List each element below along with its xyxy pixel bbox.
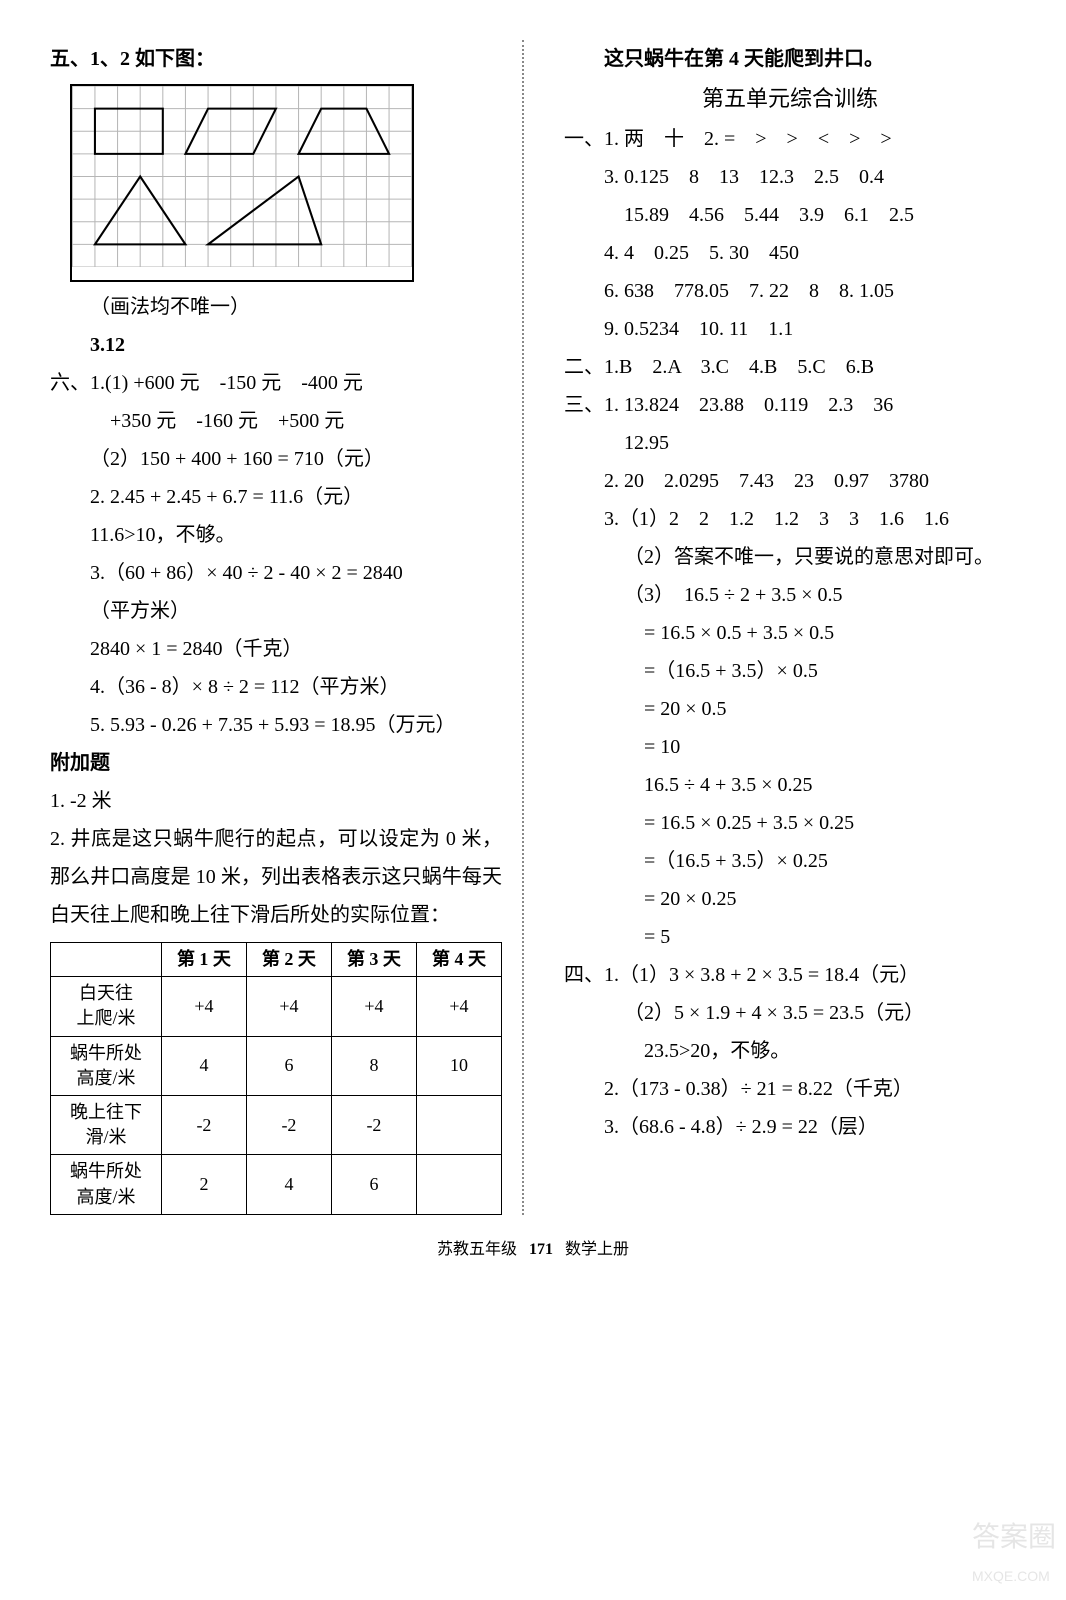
unit-title: 第五单元综合训练	[564, 78, 1016, 120]
calc2-head: 16.5 ÷ 4 + 3.5 × 0.25	[564, 766, 1016, 804]
sec3-1a: 三、1. 13.824 23.88 0.119 2.3 36	[564, 386, 1016, 424]
left-column: 五、1、2 如下图： （画法均不唯一） 3.12 六、1.(1) +600 元 …	[50, 40, 524, 1215]
six-2b: 11.6>10，不够。	[50, 516, 502, 554]
sec3-3-3-head: （3） 16.5 ÷ 2 + 3.5 × 0.5	[564, 576, 1016, 614]
sec1-3a: 3. 0.125 8 13 12.3 2.5 0.4	[564, 158, 1016, 196]
six-1-2: （2）150 + 400 + 160 = 710（元）	[50, 440, 502, 478]
sec1-6-8: 6. 638 778.05 7. 22 8 8. 1.05	[564, 272, 1016, 310]
page-columns: 五、1、2 如下图： （画法均不唯一） 3.12 六、1.(1) +600 元 …	[50, 40, 1016, 1215]
grid-svg	[72, 86, 412, 267]
sec3-3-1: 3.（1）2 2 1.2 1.2 3 3 1.6 1.6	[564, 500, 1016, 538]
watermark-sub: MXQE.COM	[972, 1563, 1056, 1590]
right-column: 这只蜗牛在第 4 天能爬到井口。 第五单元综合训练 一、1. 两 十 2. = …	[554, 40, 1016, 1215]
sec1-1: 一、1. 两 十 2. = > > < > >	[564, 120, 1016, 158]
sec3-1b: 12.95	[564, 424, 1016, 462]
appendix-2: 2. 井底是这只蜗牛爬行的起点，可以设定为 0 米，那么井口高度是 10 米，列…	[50, 820, 502, 934]
sec4-1b: （2）5 × 1.9 + 4 × 3.5 = 23.5（元）	[564, 994, 1016, 1032]
sec3-2: 2. 20 2.0295 7.43 23 0.97 3780	[564, 462, 1016, 500]
sec4-2: 2.（173 - 0.38）÷ 21 = 8.22（千克）	[564, 1070, 1016, 1108]
watermark: 答案圈 MXQE.COM	[972, 1510, 1056, 1590]
figure-note: （画法均不唯一）	[50, 288, 502, 326]
sec4-3: 3.（68.6 - 4.8）÷ 2.9 = 22（层）	[564, 1108, 1016, 1146]
sec2: 二、1.B 2.A 3.C 4.B 5.C 6.B	[564, 348, 1016, 386]
six-5: 5. 5.93 - 0.26 + 7.35 + 5.93 = 18.95（万元）	[50, 706, 502, 744]
sec4-1c: 23.5>20，不够。	[564, 1032, 1016, 1070]
footer-left: 苏教五年级	[437, 1241, 517, 1258]
appendix-1: 1. -2 米	[50, 782, 502, 820]
calc1-block: = 16.5 × 0.5 + 3.5 × 0.5=（16.5 + 3.5）× 0…	[564, 614, 1016, 766]
six-3a: 3.（60 + 86）× 40 ÷ 2 - 40 × 2 = 2840	[50, 554, 502, 592]
sec1-3b: 15.89 4.56 5.44 3.9 6.1 2.5	[564, 196, 1016, 234]
watermark-main: 答案圈	[972, 1521, 1056, 1552]
snail-result: 这只蜗牛在第 4 天能爬到井口。	[564, 40, 1016, 78]
page-footer: 苏教五年级 171 数学上册	[50, 1235, 1016, 1265]
sec1-9-10: 9. 0.5234 10. 11 1.1	[564, 310, 1016, 348]
six-1-line2: +350 元 -160 元 +500 元	[50, 402, 502, 440]
footer-right: 数学上册	[565, 1241, 629, 1258]
snail-table: 第 1 天第 2 天第 3 天第 4 天白天往上爬/米+4+4+4+4蜗牛所处高…	[50, 942, 502, 1215]
six-2a: 2. 2.45 + 2.45 + 6.7 = 11.6（元）	[50, 478, 502, 516]
item-3-12: 3.12	[50, 326, 502, 364]
sec4-1a: 四、1.（1）3 × 3.8 + 2 × 3.5 = 18.4（元）	[564, 956, 1016, 994]
calc2-block: = 16.5 × 0.25 + 3.5 × 0.25=（16.5 + 3.5）×…	[564, 804, 1016, 956]
six-3a-unit: （平方米）	[50, 592, 502, 630]
geometry-figure	[70, 84, 414, 282]
heading-five: 五、1、2 如下图：	[50, 40, 502, 78]
six-4: 4.（36 - 8）× 8 ÷ 2 = 112（平方米）	[50, 668, 502, 706]
appendix-title: 附加题	[50, 744, 502, 782]
sec1-4-5: 4. 4 0.25 5. 30 450	[564, 234, 1016, 272]
six-3b: 2840 × 1 = 2840（千克）	[50, 630, 502, 668]
six-1-1: 六、1.(1) +600 元 -150 元 -400 元	[50, 364, 502, 402]
sec3-3-2: （2）答案不唯一，只要说的意思对即可。	[564, 538, 1016, 576]
footer-page: 171	[529, 1241, 553, 1258]
